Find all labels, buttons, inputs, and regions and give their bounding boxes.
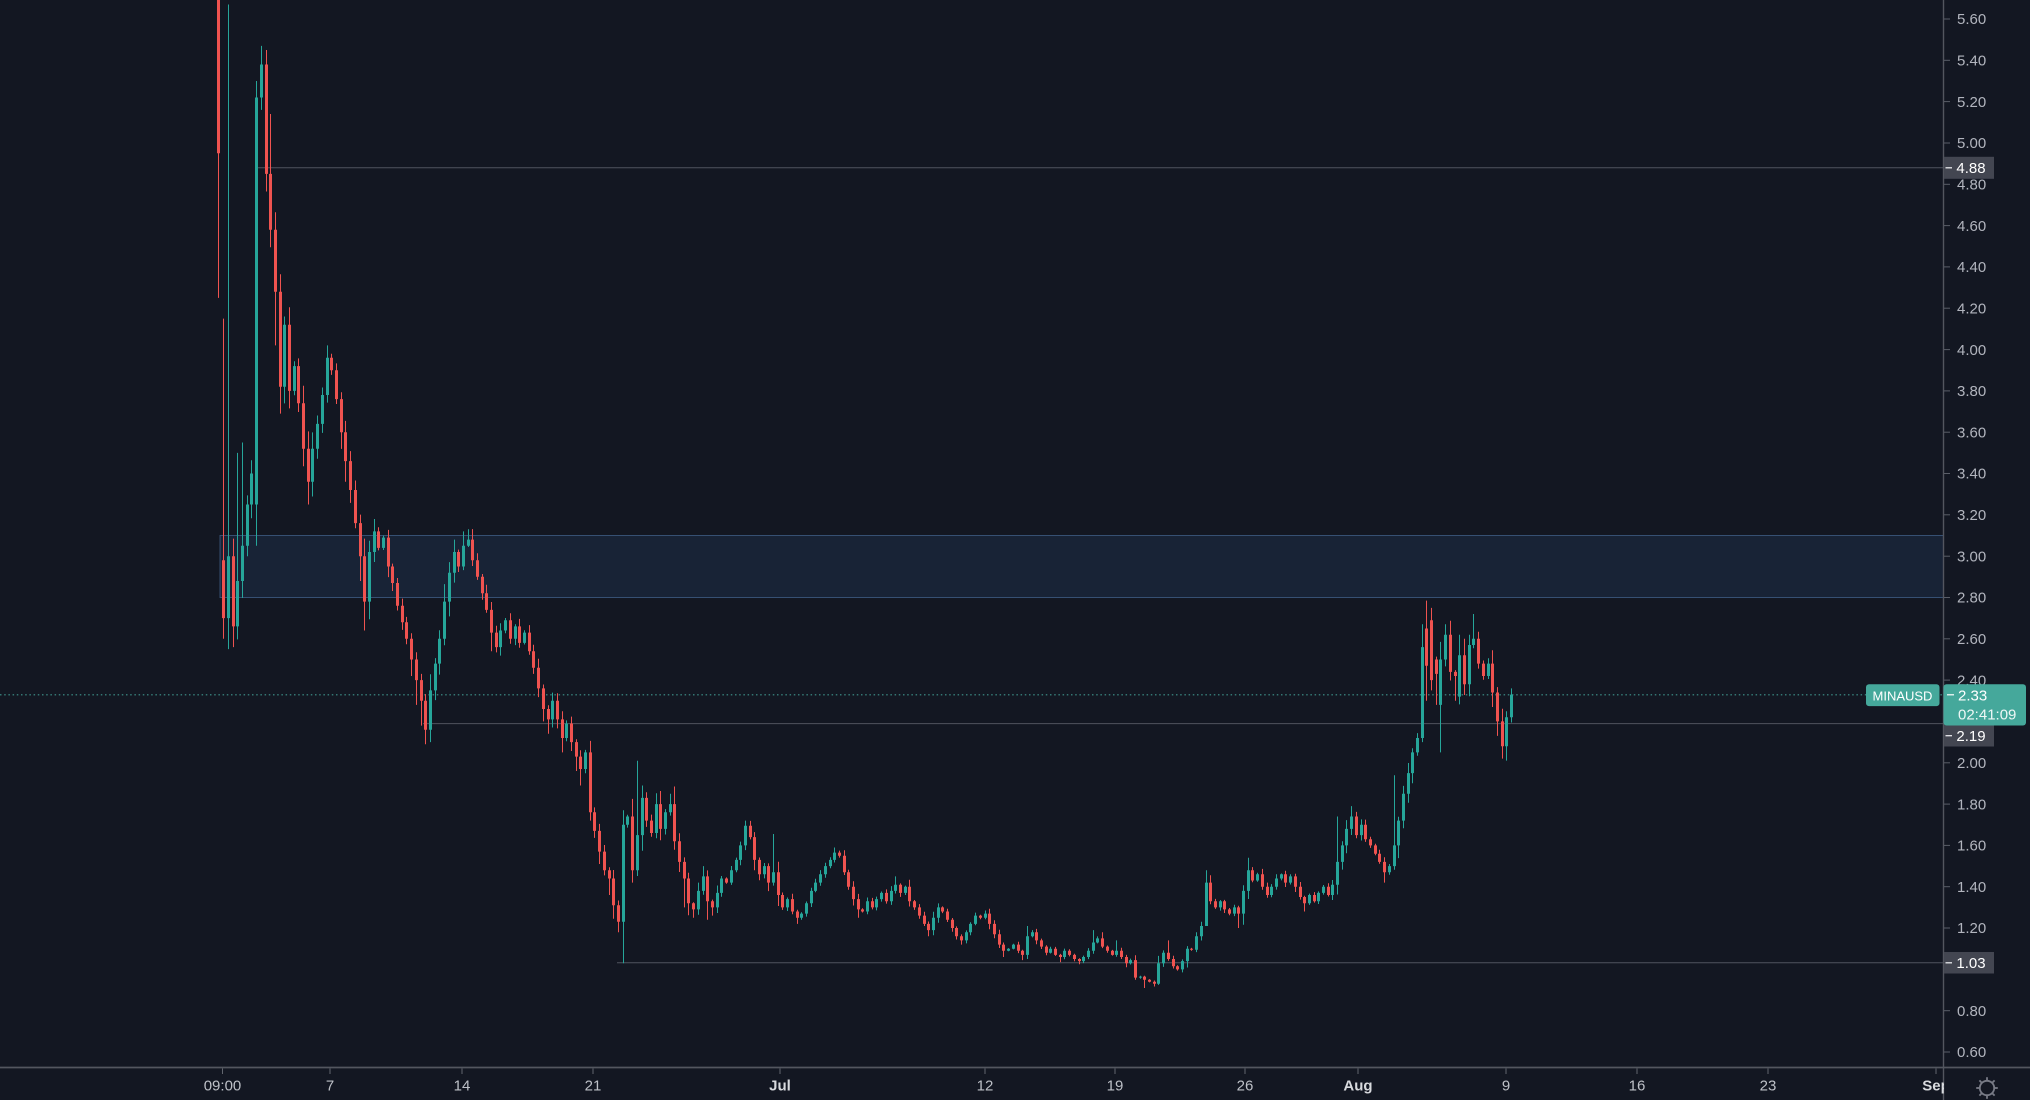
- svg-text:5.60: 5.60: [1957, 11, 1986, 28]
- svg-text:21: 21: [585, 1078, 602, 1095]
- svg-text:12: 12: [977, 1078, 994, 1095]
- svg-text:19: 19: [1107, 1078, 1124, 1095]
- svg-text:4.60: 4.60: [1957, 218, 1986, 235]
- svg-text:0.60: 0.60: [1957, 1044, 1986, 1061]
- svg-text:5.20: 5.20: [1957, 94, 1986, 111]
- svg-text:09:00: 09:00: [204, 1078, 242, 1095]
- svg-text:14: 14: [454, 1078, 471, 1095]
- svg-text:1.60: 1.60: [1957, 838, 1986, 855]
- svg-text:9: 9: [1502, 1078, 1510, 1095]
- svg-text:4.80: 4.80: [1957, 177, 1986, 194]
- svg-text:2.33: 2.33: [1958, 687, 1987, 704]
- svg-text:1.03: 1.03: [1956, 955, 1985, 972]
- svg-text:02:41:09: 02:41:09: [1958, 707, 2016, 724]
- svg-text:16: 16: [1629, 1078, 1646, 1095]
- svg-text:Sep: Sep: [1922, 1078, 1950, 1095]
- svg-text:2.60: 2.60: [1957, 631, 1986, 648]
- svg-text:2.00: 2.00: [1957, 755, 1986, 772]
- svg-text:3.20: 3.20: [1957, 507, 1986, 524]
- svg-text:2.80: 2.80: [1957, 590, 1986, 607]
- svg-text:Jul: Jul: [769, 1078, 791, 1095]
- svg-text:1.80: 1.80: [1957, 796, 1986, 813]
- svg-text:3.80: 3.80: [1957, 383, 1986, 400]
- svg-text:26: 26: [1237, 1078, 1254, 1095]
- svg-text:3.40: 3.40: [1957, 466, 1986, 483]
- svg-text:4.20: 4.20: [1957, 300, 1986, 317]
- svg-text:1.40: 1.40: [1957, 879, 1986, 896]
- svg-text:7: 7: [326, 1078, 334, 1095]
- svg-text:Aug: Aug: [1343, 1078, 1372, 1095]
- svg-text:0.80: 0.80: [1957, 1003, 1986, 1020]
- svg-text:23: 23: [1760, 1078, 1777, 1095]
- svg-text:4.88: 4.88: [1956, 160, 1985, 177]
- svg-text:5.40: 5.40: [1957, 53, 1986, 70]
- svg-text:4.00: 4.00: [1957, 342, 1986, 359]
- svg-text:5.00: 5.00: [1957, 135, 1986, 152]
- svg-text:4.40: 4.40: [1957, 259, 1986, 276]
- svg-text:3.00: 3.00: [1957, 548, 1986, 565]
- svg-text:2.19: 2.19: [1956, 728, 1985, 745]
- svg-text:1.20: 1.20: [1957, 920, 1986, 937]
- svg-text:3.60: 3.60: [1957, 424, 1986, 441]
- svg-text:MINAUSD: MINAUSD: [1873, 688, 1933, 703]
